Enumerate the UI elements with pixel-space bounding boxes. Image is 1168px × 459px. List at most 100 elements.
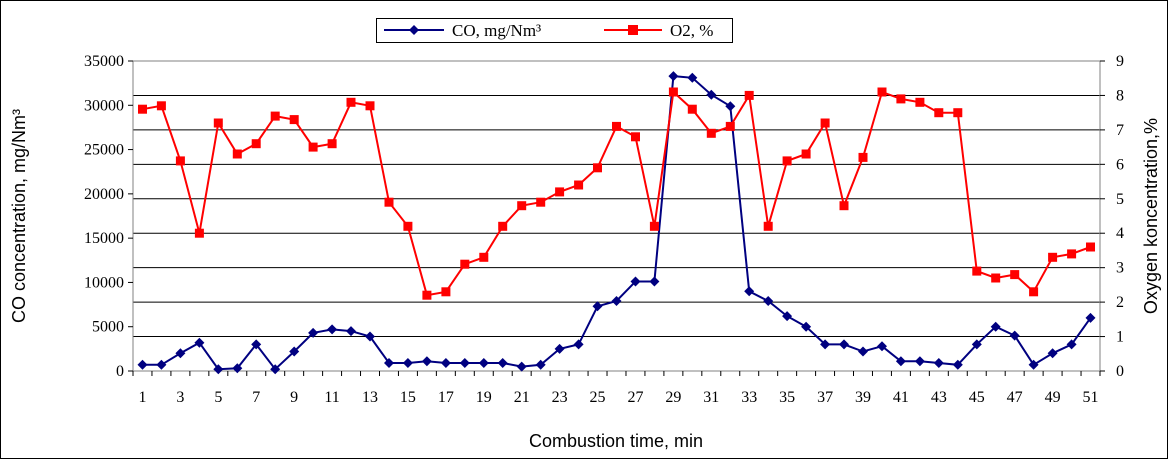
o2-point xyxy=(213,118,223,128)
o2-point xyxy=(934,108,944,118)
legend-co-marker xyxy=(409,25,419,35)
o2-point xyxy=(384,197,394,207)
o2-point xyxy=(820,118,830,128)
co-point xyxy=(535,359,546,370)
o2-point xyxy=(460,259,470,269)
o2-point xyxy=(991,273,1001,283)
o2-point xyxy=(441,287,451,297)
o2-point xyxy=(251,139,261,149)
co-point xyxy=(175,348,186,359)
x-tick-label: 35 xyxy=(779,389,795,406)
co-point xyxy=(232,363,243,374)
y-left-tick-label: 25000 xyxy=(84,142,124,159)
o2-point xyxy=(422,290,432,300)
o2-point xyxy=(555,187,565,197)
co-point xyxy=(459,358,470,368)
o2-point xyxy=(156,101,166,111)
o2-point xyxy=(631,132,640,142)
o2-point xyxy=(801,149,811,159)
y-right-tick-label: 2 xyxy=(1116,294,1124,311)
o2-point xyxy=(574,180,584,190)
x-tick-label: 7 xyxy=(252,389,260,406)
co-point xyxy=(497,358,508,368)
y-right-tick-label: 0 xyxy=(1116,363,1124,380)
co-point xyxy=(346,326,356,337)
o2-point xyxy=(479,252,489,262)
co-point xyxy=(156,359,167,370)
o2-point xyxy=(270,111,280,121)
x-tick-label: 13 xyxy=(362,389,378,406)
x-tick-label: 5 xyxy=(214,389,222,406)
y-right-tick-label: 9 xyxy=(1116,53,1124,70)
o2-point xyxy=(346,97,356,107)
co-point xyxy=(971,339,982,350)
co-point xyxy=(820,339,831,350)
x-tick-label: 25 xyxy=(590,389,606,406)
co-point xyxy=(1085,312,1096,323)
y-right-tick-label: 6 xyxy=(1116,156,1124,173)
co-point xyxy=(687,72,698,83)
co-point xyxy=(1028,359,1039,370)
x-tick-label: 33 xyxy=(741,389,757,406)
y-left-tick-label: 30000 xyxy=(84,97,124,114)
y-axis-right-title: Oxygen koncentration,% xyxy=(1141,118,1161,314)
co-point xyxy=(554,343,565,354)
x-tick-label: 45 xyxy=(969,389,985,406)
o2-point xyxy=(175,156,185,166)
co-point xyxy=(384,358,394,368)
co-point xyxy=(839,339,849,350)
o2-point xyxy=(138,104,147,114)
y-left-tick-label: 0 xyxy=(116,363,124,380)
y-right-tick-label: 4 xyxy=(1116,225,1124,242)
co-point xyxy=(194,337,205,348)
o2-point xyxy=(896,94,906,104)
o2-point xyxy=(744,90,754,100)
legend-o2-marker xyxy=(628,25,638,35)
legend: CO, mg/Nm³ O2, % xyxy=(376,18,733,43)
o2-point xyxy=(649,221,659,231)
co-point xyxy=(914,356,925,367)
co-point xyxy=(1047,348,1058,359)
x-tick-label: 37 xyxy=(817,389,833,406)
y-left-tick-label: 5000 xyxy=(92,319,124,336)
co-point xyxy=(649,276,660,287)
co-point xyxy=(763,296,774,306)
x-tick-label: 29 xyxy=(665,389,681,406)
y-left-tick-label: 10000 xyxy=(84,274,124,291)
x-tick-label: 47 xyxy=(1007,389,1023,406)
o2-point xyxy=(915,97,925,107)
co-point xyxy=(744,286,755,297)
x-tick-label: 51 xyxy=(1083,389,1099,406)
o2-point xyxy=(289,115,299,125)
o2-point xyxy=(308,142,318,152)
o2-point xyxy=(725,121,735,131)
x-tick-label: 21 xyxy=(514,389,530,406)
co-point xyxy=(952,359,963,370)
co-point xyxy=(877,341,887,352)
co-point xyxy=(1066,339,1077,350)
co-point xyxy=(270,364,281,375)
legend-co-label: CO, mg/Nm³ xyxy=(452,21,541,40)
o2-point xyxy=(1086,242,1095,252)
co-point xyxy=(725,101,736,112)
x-tick-label: 1 xyxy=(138,389,146,406)
series xyxy=(137,71,1096,375)
co-point xyxy=(440,358,451,368)
co-point xyxy=(213,364,224,375)
o2-point xyxy=(763,221,773,231)
y-right-tick-label: 5 xyxy=(1116,191,1124,208)
x-tick-label: 17 xyxy=(438,389,454,406)
axes: 0500010000150002000025000300003500001234… xyxy=(84,53,1124,406)
legend-o2-label: O2, % xyxy=(670,21,713,40)
y-axis-left-title: CO concentration, mg/Nm³ xyxy=(9,109,29,323)
x-tick-label: 27 xyxy=(627,389,643,406)
y-right-tick-label: 3 xyxy=(1116,260,1124,277)
co-point xyxy=(611,296,622,306)
x-tick-label: 9 xyxy=(290,389,298,406)
o2-point xyxy=(668,87,678,97)
co-point xyxy=(402,358,413,368)
co-point xyxy=(289,346,300,357)
grid-lines xyxy=(133,94,1100,338)
